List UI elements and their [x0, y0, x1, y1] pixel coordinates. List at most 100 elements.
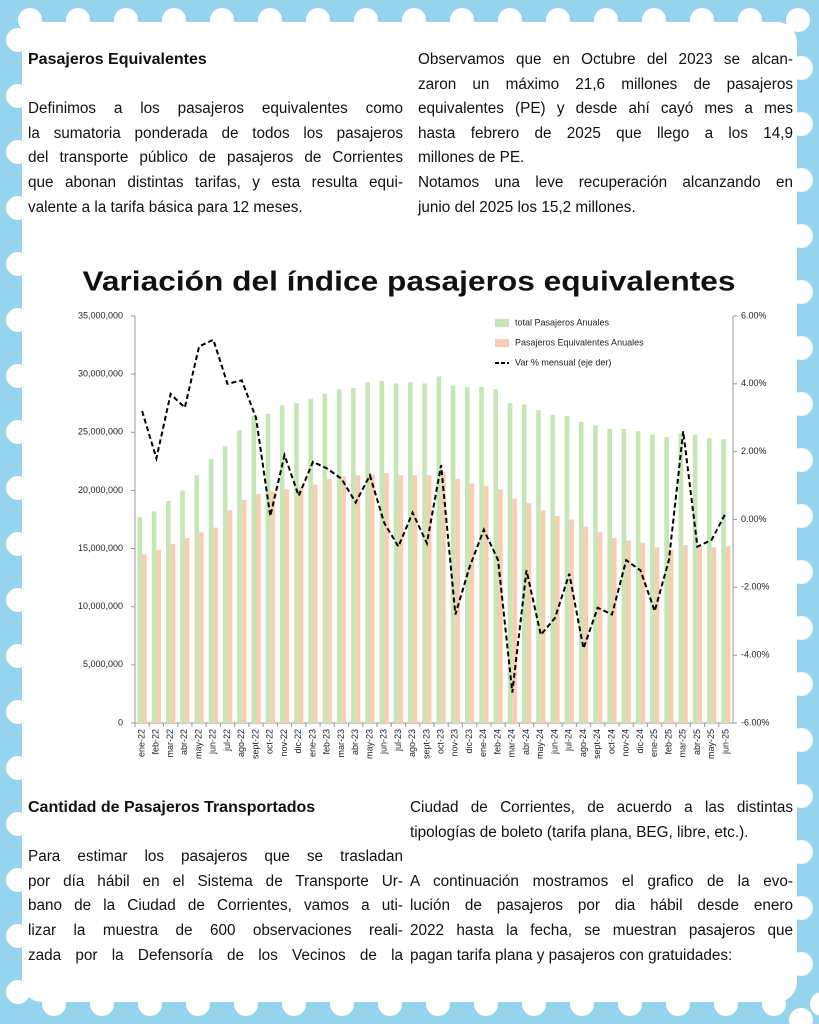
bar [640, 542, 646, 723]
chart-title: Variación del índice pasajeros equivalen… [83, 265, 736, 296]
bar [498, 489, 503, 723]
x-tick-label: jul-24 [564, 729, 574, 752]
x-tick-label: sept-22 [250, 729, 260, 759]
bar [483, 485, 489, 723]
x-tick-label: mar-24 [507, 729, 517, 758]
bar [412, 475, 418, 723]
text-line: Notamos una leve recuperación alcanzando… [418, 173, 793, 191]
bar [668, 549, 674, 723]
bar [241, 499, 247, 723]
y-tick-label: 0 [118, 717, 123, 727]
bar [469, 483, 475, 723]
bar [526, 503, 532, 723]
text-line: zaron un máximo 21,6 millones de pasajer… [418, 75, 793, 93]
bar [294, 403, 299, 723]
y2-tick-label: 4.00% [741, 378, 767, 388]
bar [692, 434, 698, 723]
y2-tick-label: 0.00% [741, 514, 767, 524]
x-tick-label: feb-24 [492, 729, 502, 755]
bar [564, 416, 570, 723]
text-line: hasta febrero de 2025 que llego a los 14… [418, 124, 793, 142]
x-tick-label: ene-25 [649, 729, 659, 757]
bar [137, 517, 143, 723]
x-tick-label: sept-23 [421, 729, 431, 759]
bar [213, 527, 218, 723]
heading: Cantidad de Pasajeros Transportados [28, 799, 316, 816]
x-tick-label: may-24 [535, 729, 545, 759]
bar [650, 434, 655, 723]
wavy-border [6, 8, 819, 1024]
text-line: junio del 2025 los 15,2 millones. [418, 198, 636, 216]
bar [578, 421, 584, 723]
x-tick-label: ago-23 [407, 729, 417, 757]
bar [336, 389, 342, 723]
bar [521, 404, 527, 723]
x-tick-label: ago-24 [578, 729, 588, 757]
text-line: tipologías de boleto (tarifa plana, BEG,… [410, 823, 749, 841]
y-tick-label: 20,000,000 [78, 485, 123, 495]
x-tick-label: nov-23 [450, 729, 460, 757]
bottom-right-column: Ciudad de Corrientes, de acuerdo a las d… [410, 796, 793, 968]
bar [265, 413, 271, 723]
y-tick-label: 35,000,000 [78, 310, 123, 320]
text-line: Definimos a los pasajeros equivalentes c… [28, 100, 403, 118]
bar [208, 459, 214, 723]
bar [441, 471, 446, 723]
bar [540, 510, 546, 723]
text-line: A continuación mostramos el grafico de l… [410, 872, 793, 890]
legend-label: Var % mensual (eje der) [515, 357, 611, 367]
text-line: lución de pasajeros por dia hábil desde … [410, 897, 793, 915]
bar [654, 547, 660, 723]
legend-swatch [495, 339, 509, 347]
bar [279, 405, 285, 723]
x-tick-label: ene-22 [136, 729, 146, 757]
bar [270, 491, 275, 723]
x-tick-label: abr-24 [521, 729, 531, 755]
bar [251, 416, 257, 723]
y2-tick-label: -2.00% [741, 582, 770, 592]
bar [393, 383, 399, 723]
y2-tick-label: -6.00% [741, 717, 770, 727]
bar [569, 519, 574, 723]
y-tick-label: 10,000,000 [78, 601, 123, 611]
x-tick-label: mar-22 [165, 729, 175, 758]
bar [365, 382, 370, 723]
heading: Pasajeros Equivalentes [28, 51, 207, 68]
x-tick-label: jun-23 [379, 729, 389, 755]
bar [298, 486, 304, 723]
bar [436, 376, 442, 723]
x-tick-label: jun-22 [208, 729, 218, 755]
bar [227, 510, 233, 723]
x-tick-label: nov-24 [621, 729, 631, 757]
bar [312, 484, 318, 723]
top-right-column: Observamos que en Octubre del 2023 se al… [418, 48, 793, 220]
bar [597, 532, 603, 723]
x-tick-label: may-25 [706, 729, 716, 759]
text-line: que abonan distintas tarifas, y esta res… [28, 173, 403, 191]
text-line: bano de la Ciudad de Corrientes, vamos a… [28, 897, 403, 915]
bar [308, 398, 313, 723]
x-tick-label: mar-25 [678, 729, 688, 758]
bar [607, 428, 612, 723]
y-tick-label: 15,000,000 [78, 543, 123, 553]
x-tick-label: jun-25 [720, 729, 730, 755]
x-tick-label: jul-23 [393, 729, 403, 752]
legend-label: total Pasajeros Anuales [515, 317, 610, 327]
bar [464, 386, 470, 723]
y-tick-label: 30,000,000 [78, 369, 123, 379]
bar [512, 498, 517, 723]
text-line: Ciudad de Corrientes, de acuerdo a las d… [410, 799, 793, 816]
legend-label: Pasajeros Equivalentes Anuales [515, 337, 644, 347]
bar [507, 403, 513, 723]
x-tick-label: ene-23 [307, 729, 317, 757]
y-tick-label: 5,000,000 [83, 659, 123, 669]
bar [341, 476, 347, 723]
line-series [141, 338, 727, 693]
bar [180, 490, 185, 723]
x-tick-label: abr-22 [179, 729, 189, 755]
x-tick-label: dic-24 [635, 729, 645, 754]
bar [426, 475, 432, 723]
bar [384, 472, 389, 723]
text-line: millones de PE. [418, 149, 525, 167]
